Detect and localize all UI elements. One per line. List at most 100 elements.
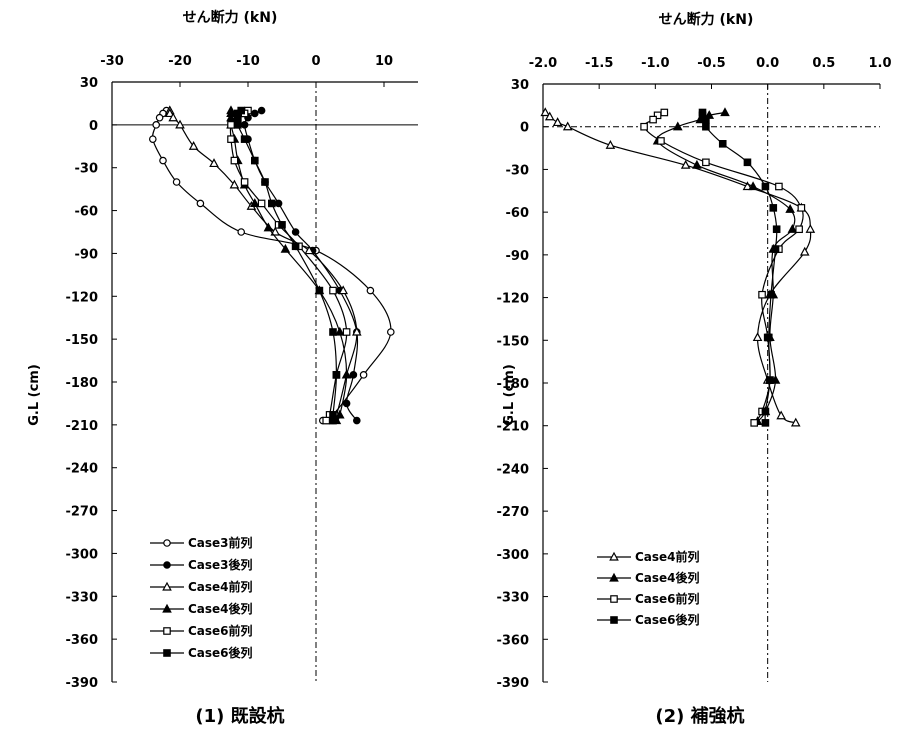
data-point — [359, 371, 368, 379]
legend-marker — [609, 572, 619, 582]
legend-label: Case4後列 — [635, 570, 700, 585]
data-point — [209, 158, 219, 168]
data-point — [268, 199, 276, 208]
data-point — [790, 417, 801, 427]
data-point — [795, 225, 803, 234]
data-point — [234, 113, 242, 122]
data-point — [761, 419, 770, 427]
data-point — [280, 243, 291, 253]
data-point — [649, 115, 657, 124]
data-point — [785, 204, 795, 213]
data-point — [544, 111, 555, 121]
data-point — [653, 111, 662, 120]
y-axis-title: G.L (cm) — [27, 364, 42, 426]
data-point — [787, 223, 798, 233]
data-point — [168, 112, 179, 122]
data-point — [332, 371, 341, 379]
y-tick-label: -120 — [65, 290, 98, 305]
legend-label: Case3後列 — [188, 557, 253, 572]
series-Case6後列 — [234, 106, 341, 425]
data-point — [341, 369, 352, 379]
y-tick-label: -390 — [496, 676, 529, 691]
y-tick-label: 0 — [520, 121, 529, 136]
data-point — [329, 416, 337, 425]
data-point — [338, 285, 349, 295]
data-point — [761, 407, 770, 416]
data-point — [159, 156, 167, 165]
x-tick-label: 1.0 — [868, 56, 891, 71]
y-tick-label: -240 — [496, 462, 529, 477]
data-point — [660, 108, 669, 117]
data-point — [164, 108, 175, 118]
legend-marker — [163, 539, 171, 547]
data-point — [752, 332, 763, 342]
series-Case6前列 — [640, 108, 806, 427]
series-Case3前列 — [149, 106, 395, 425]
data-point — [237, 228, 246, 236]
series-line — [229, 110, 348, 422]
data-point — [278, 221, 286, 229]
x-tick-label: -20 — [168, 54, 192, 69]
data-point — [718, 140, 727, 148]
data-point — [764, 333, 773, 342]
data-point — [772, 225, 781, 234]
data-point — [750, 419, 758, 427]
legend-label: Case4前列 — [635, 549, 700, 564]
data-point — [261, 178, 269, 186]
y-axis-title: G.L (cm) — [502, 364, 517, 426]
chart-panel-reinforcement-pile: せん断力 (kN) G.L (cm) (2) 補強杭 -2.0 -1.5 -1.0 -… — [496, 11, 891, 727]
data-point — [672, 121, 683, 131]
data-point — [274, 199, 283, 208]
data-point — [680, 159, 691, 169]
data-point — [386, 328, 395, 336]
data-point — [329, 328, 337, 336]
x-tick-label: -1.0 — [641, 56, 669, 71]
legend-marker — [610, 595, 618, 603]
data-point — [152, 121, 161, 129]
chart-caption: (1) 既設杭 — [195, 705, 284, 727]
data-point — [540, 107, 551, 117]
data-point — [249, 198, 260, 208]
y-tick-label: -60 — [506, 206, 530, 221]
legend-marker — [162, 581, 172, 591]
data-point — [240, 121, 249, 129]
y-tick-label: -300 — [65, 547, 98, 562]
series-Case4後列 — [652, 107, 798, 426]
legend-label: Case4前列 — [188, 579, 253, 594]
series-line — [230, 110, 348, 422]
data-point — [227, 135, 235, 143]
y-tick-label: -300 — [496, 548, 529, 563]
data-point — [304, 245, 315, 255]
legend-label: Case6前列 — [188, 623, 253, 638]
y-tick-label: -150 — [65, 333, 98, 348]
data-point — [257, 106, 266, 115]
data-point — [702, 122, 710, 131]
data-point — [315, 286, 324, 295]
legend-label: Case3前列 — [188, 535, 253, 550]
y-tick-label: -270 — [65, 505, 98, 520]
x-tick-label: -10 — [236, 54, 260, 69]
series-line — [243, 110, 359, 421]
data-point — [329, 286, 337, 295]
data-point — [562, 121, 573, 131]
data-point — [334, 326, 345, 336]
data-point — [291, 242, 300, 251]
legend-marker — [163, 649, 171, 657]
data-point — [702, 158, 710, 167]
data-point — [263, 222, 274, 232]
data-point — [251, 156, 259, 165]
legend-marker — [609, 551, 619, 561]
y-tick-label: -210 — [65, 419, 98, 434]
y-tick-label: -180 — [65, 376, 98, 391]
y-tick-label: -360 — [496, 633, 529, 648]
data-point — [291, 228, 300, 236]
y-tick-label: -150 — [496, 334, 529, 349]
data-point — [322, 416, 331, 425]
legend-label: Case6後列 — [188, 645, 253, 660]
data-point — [175, 119, 185, 129]
legend: Case3前列 Case3後列 Case4前列 Case4後列 Case6前列 Case6… — [150, 535, 253, 660]
legend-marker — [610, 616, 618, 624]
data-point — [351, 326, 362, 336]
data-point — [799, 246, 810, 256]
